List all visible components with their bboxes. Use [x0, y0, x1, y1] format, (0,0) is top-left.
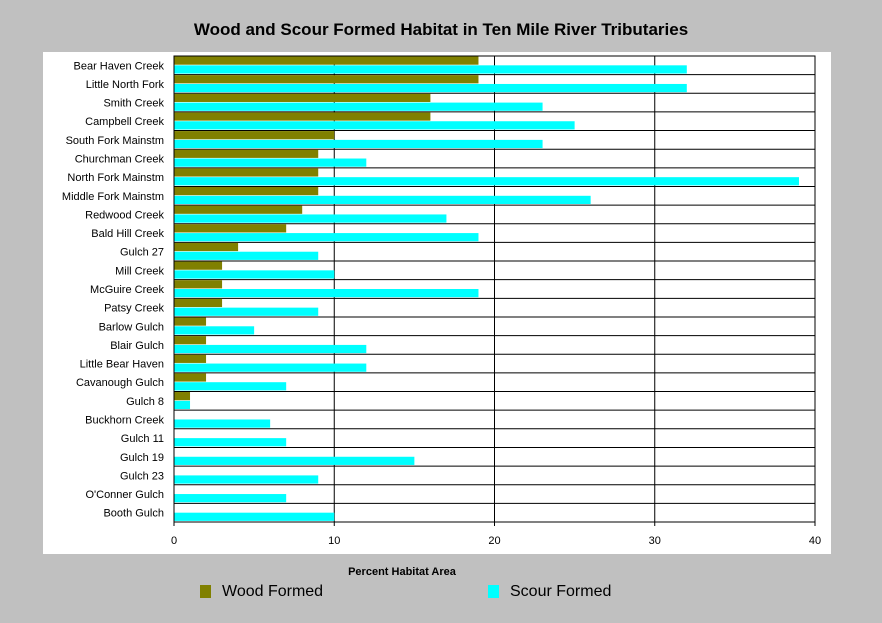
bar-wood-formed — [174, 280, 223, 289]
bar-scour-formed — [174, 233, 479, 242]
legend-label-wood-formed: Wood Formed — [222, 583, 324, 600]
category-label: Gulch 8 — [126, 396, 164, 408]
category-label: Blair Gulch — [110, 340, 164, 352]
bar-wood-formed — [174, 186, 319, 196]
bar-scour-formed — [174, 382, 287, 391]
bar-wood-formed — [174, 373, 207, 382]
category-label: North Fork Mainstm — [67, 172, 164, 184]
chart-panel: 0 10 20 30 40 Bear Haven Creek Little North Fo… — [43, 52, 831, 554]
bar-wood-formed — [174, 354, 207, 363]
bar-wood-formed — [174, 242, 239, 252]
category-label: Mill Creek — [115, 265, 164, 277]
category-label: Buckhorn Creek — [85, 414, 164, 426]
x-tick-label: 20 — [488, 535, 500, 547]
category-label: Booth Gulch — [103, 508, 164, 520]
legend-swatch-scour-formed — [488, 585, 499, 598]
category-label: Redwood Creek — [85, 209, 164, 221]
bar-wood-formed — [174, 224, 287, 233]
bar-chart: 0 10 20 30 40 Bear Haven Creek Little North Fo… — [62, 55, 821, 547]
bar-wood-formed — [174, 168, 319, 177]
bar-wood-formed — [174, 392, 191, 401]
bar-wood-formed — [174, 112, 431, 121]
x-axis-title: Percent Habitat Area — [348, 566, 456, 578]
bar-wood-formed — [174, 131, 335, 140]
category-label: Smith Creek — [103, 98, 164, 110]
bar-scour-formed — [174, 438, 287, 447]
category-label: Gulch 11 — [121, 433, 164, 445]
bar-wood-formed — [174, 298, 223, 308]
category-label: McGuire Creek — [90, 284, 164, 296]
bar-scour-formed — [174, 158, 367, 167]
category-label: Little Bear Haven — [80, 359, 164, 371]
bar-scour-formed — [174, 177, 799, 186]
category-label: Patsy Creek — [104, 303, 164, 315]
category-label: Barlow Gulch — [99, 321, 164, 333]
bar-wood-formed — [174, 205, 303, 214]
plot-border — [173, 55, 816, 523]
bar-scour-formed — [174, 251, 319, 260]
bar-scour-formed — [174, 214, 447, 223]
bar-scour-formed — [174, 512, 335, 521]
bar-wood-formed — [174, 336, 207, 345]
bar-scour-formed — [174, 102, 543, 111]
chart-title: Wood and Scour Formed Habitat in Ten Mil… — [193, 20, 689, 39]
category-label: Gulch 27 — [120, 247, 164, 259]
category-label: O'Conner Gulch — [85, 489, 164, 501]
bar-scour-formed — [174, 456, 415, 465]
x-tick-label: 0 — [171, 535, 177, 547]
bar-scour-formed — [174, 83, 687, 93]
category-label: Gulch 23 — [120, 470, 164, 482]
bar-scour-formed — [174, 400, 191, 410]
category-label: Little North Fork — [86, 79, 165, 91]
bar-scour-formed — [174, 195, 591, 205]
bar-scour-formed — [174, 419, 271, 428]
bar-wood-formed — [174, 261, 223, 270]
x-tick-label: 30 — [649, 535, 661, 547]
legend-label-scour-formed: Scour Formed — [510, 583, 612, 600]
bar-wood-formed — [174, 75, 479, 84]
category-label: Cavanough Gulch — [76, 377, 164, 389]
bar-wood-formed — [174, 149, 319, 158]
bar-scour-formed — [174, 326, 255, 335]
category-label: Middle Fork Mainstm — [62, 191, 164, 203]
bar-scour-formed — [174, 344, 367, 354]
bar-scour-formed — [174, 307, 319, 316]
bar-wood-formed — [174, 317, 207, 326]
bar-scour-formed — [174, 363, 367, 372]
bar-scour-formed — [174, 139, 543, 149]
x-tick-label: 10 — [328, 535, 340, 547]
bar-scour-formed — [174, 121, 575, 130]
bar-scour-formed — [174, 270, 335, 279]
bar-scour-formed — [174, 475, 319, 484]
category-label: Bald Hill Creek — [91, 228, 164, 240]
category-label: Gulch 19 — [120, 452, 164, 464]
category-label: South Fork Mainstm — [66, 135, 164, 147]
x-tick-label: 40 — [809, 535, 821, 547]
bar-scour-formed — [174, 494, 287, 503]
category-label: Campbell Creek — [85, 116, 164, 128]
category-label: Churchman Creek — [75, 154, 165, 166]
bar-scour-formed — [174, 289, 479, 298]
bar-wood-formed — [174, 93, 431, 102]
legend-swatch-wood-formed — [200, 585, 211, 598]
category-label: Bear Haven Creek — [74, 60, 165, 72]
bar-scour-formed — [174, 65, 687, 74]
bar-wood-formed — [174, 56, 479, 65]
